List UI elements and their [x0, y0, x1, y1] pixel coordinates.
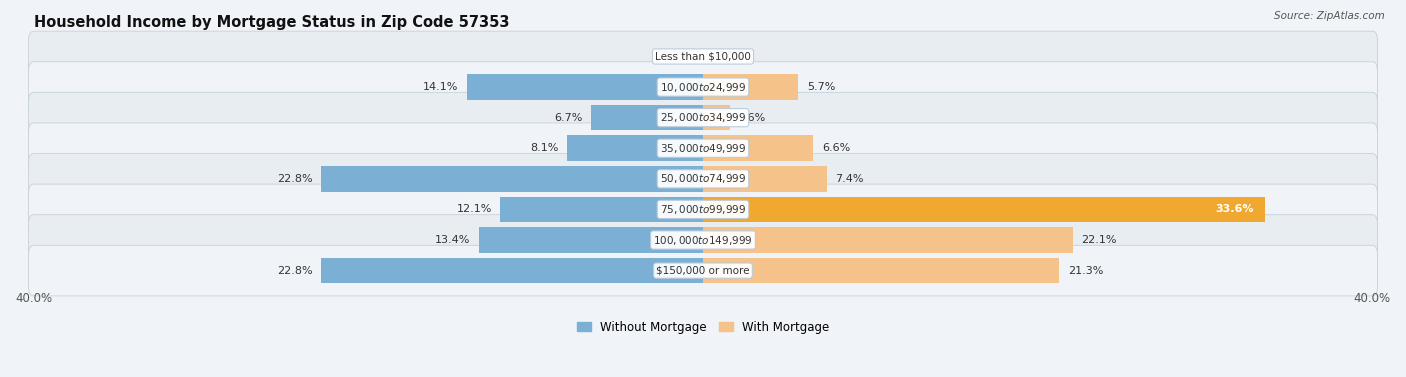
Bar [703, 166, 827, 192]
Bar [568, 135, 703, 161]
Bar [703, 258, 1060, 284]
Text: 22.1%: 22.1% [1081, 235, 1116, 245]
Text: 21.3%: 21.3% [1067, 266, 1104, 276]
FancyBboxPatch shape [28, 31, 1378, 82]
Bar [322, 166, 703, 192]
Text: 6.7%: 6.7% [554, 113, 582, 123]
Text: 0.0%: 0.0% [661, 52, 689, 61]
Bar [703, 135, 814, 161]
FancyBboxPatch shape [28, 184, 1378, 235]
Text: Less than $10,000: Less than $10,000 [655, 52, 751, 61]
Text: $100,000 to $149,999: $100,000 to $149,999 [654, 233, 752, 247]
FancyBboxPatch shape [28, 123, 1378, 173]
Text: 0.0%: 0.0% [717, 52, 745, 61]
FancyBboxPatch shape [28, 215, 1378, 265]
Bar [703, 227, 1073, 253]
Text: 1.6%: 1.6% [738, 113, 766, 123]
Legend: Without Mortgage, With Mortgage: Without Mortgage, With Mortgage [572, 316, 834, 338]
Text: 6.6%: 6.6% [823, 143, 851, 153]
Text: $10,000 to $24,999: $10,000 to $24,999 [659, 81, 747, 93]
Bar [703, 197, 1265, 222]
FancyBboxPatch shape [28, 92, 1378, 143]
Text: Household Income by Mortgage Status in Zip Code 57353: Household Income by Mortgage Status in Z… [34, 15, 509, 30]
Text: Source: ZipAtlas.com: Source: ZipAtlas.com [1274, 11, 1385, 21]
Bar [501, 197, 703, 222]
Text: $75,000 to $99,999: $75,000 to $99,999 [659, 203, 747, 216]
Text: 14.1%: 14.1% [423, 82, 458, 92]
Text: 5.7%: 5.7% [807, 82, 835, 92]
Text: $150,000 or more: $150,000 or more [657, 266, 749, 276]
FancyBboxPatch shape [28, 153, 1378, 204]
FancyBboxPatch shape [28, 245, 1378, 296]
Bar [467, 74, 703, 100]
Text: 22.8%: 22.8% [277, 174, 314, 184]
Text: $50,000 to $74,999: $50,000 to $74,999 [659, 172, 747, 185]
Text: 22.8%: 22.8% [277, 266, 314, 276]
Text: 12.1%: 12.1% [457, 204, 492, 215]
Bar [703, 105, 730, 130]
FancyBboxPatch shape [28, 62, 1378, 112]
Bar [478, 227, 703, 253]
Bar [591, 105, 703, 130]
Text: 33.6%: 33.6% [1215, 204, 1254, 215]
Text: $35,000 to $49,999: $35,000 to $49,999 [659, 142, 747, 155]
Text: 7.4%: 7.4% [835, 174, 863, 184]
Text: 13.4%: 13.4% [434, 235, 471, 245]
Text: 8.1%: 8.1% [530, 143, 560, 153]
Bar [703, 74, 799, 100]
Text: $25,000 to $34,999: $25,000 to $34,999 [659, 111, 747, 124]
Bar [322, 258, 703, 284]
